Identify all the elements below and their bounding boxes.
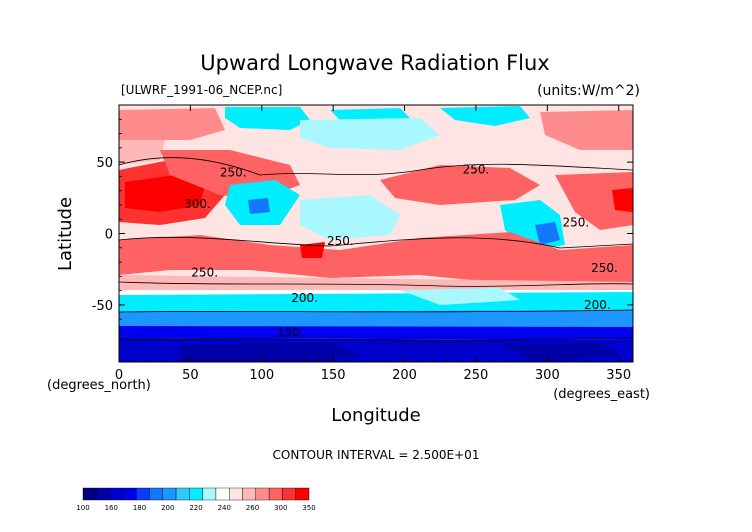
contour-label: 250. (327, 234, 354, 248)
colorbar-swatch (149, 487, 163, 501)
field-antarctic-3 (180, 342, 360, 362)
map-field (119, 105, 633, 362)
field-antarctic-1 (119, 326, 633, 340)
y-tick-label: 0 (105, 228, 113, 243)
field-sh-transition (119, 275, 633, 292)
colorbar-swatch (135, 487, 150, 501)
x-tick-label: 300 (535, 368, 560, 383)
field-so-pale (400, 288, 520, 305)
colorbar-label: 160 (105, 504, 118, 512)
y-unit-label: (degrees_north) (47, 378, 151, 393)
x-unit-label: (degrees_east) (553, 387, 650, 402)
y-axis-label: Latitude (55, 197, 76, 271)
x-tick-label: 100 (249, 368, 274, 383)
x-axis: 0 50 100 150 200 250 300 350 (115, 105, 634, 383)
colorbar-label: 180 (133, 504, 146, 512)
colorbar-swatch (295, 487, 310, 501)
colorbar-swatch (96, 487, 110, 501)
colorbar-swatch (122, 487, 137, 501)
colorbar-swatch (175, 487, 190, 501)
x-tick-label: 250 (464, 368, 489, 383)
units-label: (units:W/m^2) (537, 83, 640, 99)
field-arctic-pale-1 (300, 118, 440, 150)
colorbar-swatch (189, 487, 203, 501)
field-arctic-cyan-1 (225, 107, 310, 130)
colorbar-label: 100 (76, 504, 89, 512)
colorbar-swatch (215, 487, 230, 501)
colorbar-swatch (255, 487, 270, 501)
field-antarctic-4 (500, 343, 620, 362)
colorbar-swatch (162, 487, 177, 501)
field-arctic-cyan-3 (440, 106, 530, 126)
field-tibet-blue (248, 198, 270, 214)
field-america-blue (535, 222, 560, 245)
y-tick-label: -50 (92, 299, 113, 314)
colorbar-label: 300 (274, 504, 287, 512)
field-itcz-pale (300, 195, 400, 240)
field-sh-tropics (119, 232, 633, 285)
field-so-blue (119, 310, 633, 328)
x-tick-label: 0 (115, 368, 123, 383)
y-tick-label: 50 (96, 156, 113, 171)
dataset-label: [ULWRF_1991-06_NCEP.nc] (121, 83, 282, 97)
y-axis: -50 0 50 (92, 104, 633, 363)
contour-line-1 (119, 157, 633, 176)
field-sh-dark (300, 242, 325, 258)
colorbar-label: 260 (246, 504, 259, 512)
colorbar-swatch (282, 487, 296, 501)
x-tick-label: 350 (606, 368, 631, 383)
chart-title: Upward Longwave Radiation Flux (200, 51, 549, 75)
field-arctic-pink-1 (119, 108, 225, 140)
x-tick-label: 200 (392, 368, 417, 383)
field-natlantic-core (612, 188, 633, 212)
colorbar-label: 200 (161, 504, 174, 512)
contour-label: 250. (191, 265, 218, 279)
contour-label: 200. (291, 291, 318, 305)
colorbar-swatch (242, 487, 257, 501)
contour-label: 250. (591, 261, 618, 275)
x-tick-label: 150 (321, 368, 346, 383)
colorbar-label: 350 (302, 504, 315, 512)
colorbar: 100 160 180 200 220 240 260 300 350 (76, 487, 316, 512)
contour-label: 250. (463, 163, 490, 177)
field-npacific-red (380, 165, 540, 205)
contour-line-4 (119, 309, 633, 313)
field-arctic-pink-2 (540, 110, 633, 150)
contour-line-5 (119, 337, 633, 341)
colorbar-label: 220 (189, 504, 202, 512)
contour-line-2 (119, 236, 633, 249)
contour-labels: 250. 300. 250. 250. 250. 250. 250. 200. 200. 150. (184, 163, 618, 340)
contour-line-3 (119, 281, 633, 287)
field-africa-core (125, 175, 205, 212)
contour-interval-text: CONTOUR INTERVAL = 2.500E+01 (273, 448, 480, 462)
x-tick-label: 50 (182, 368, 199, 383)
contour-label: 250. (563, 215, 590, 229)
colorbar-swatch (202, 487, 217, 501)
field-natlantic-red (555, 172, 633, 230)
colorbar-swatch (82, 487, 97, 501)
colorbar-label: 240 (218, 504, 231, 512)
field-so-white (119, 290, 633, 295)
contour-label: 150. (277, 325, 304, 339)
contour-label: 300. (184, 197, 211, 211)
contour-label: 250. (220, 165, 247, 179)
x-axis-label: Longitude (331, 405, 421, 426)
colorbar-swatch (109, 487, 124, 501)
colorbar-swatch (229, 487, 243, 501)
contour-label: 200. (584, 298, 611, 312)
colorbar-swatch (268, 487, 283, 501)
